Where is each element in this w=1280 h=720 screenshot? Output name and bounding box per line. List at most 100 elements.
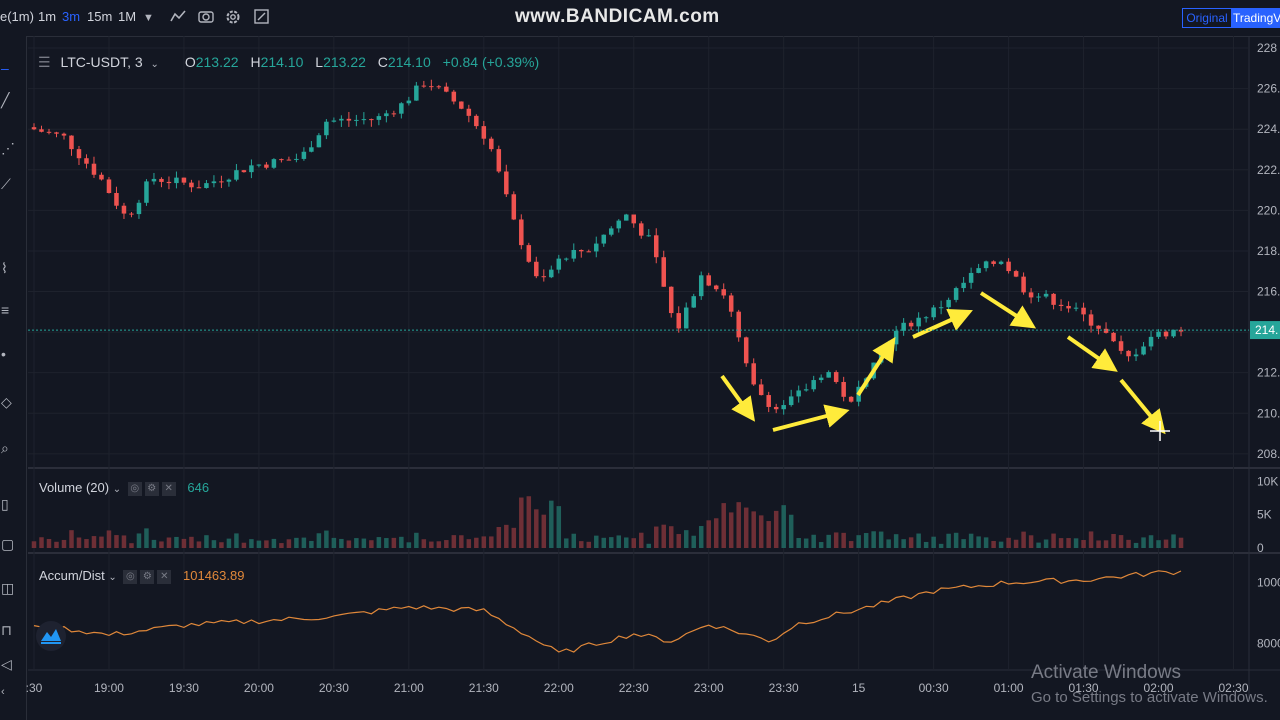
candle-body <box>294 158 299 160</box>
chevron-down-icon[interactable]: ▼ <box>143 12 154 24</box>
candle-body <box>1073 307 1079 309</box>
volume-bar <box>69 530 74 548</box>
gear-icon[interactable] <box>225 9 241 29</box>
eye-icon[interactable]: ◫ <box>1 580 15 596</box>
volume-label[interactable]: Volume (20) <box>39 480 110 495</box>
candle-body <box>841 381 846 397</box>
candle-body <box>564 258 569 260</box>
symbol-name[interactable]: LTC-USDT, 3 <box>60 54 143 70</box>
scale-original-button[interactable]: Original <box>1182 8 1232 28</box>
chevron-down-icon[interactable]: ⌄ <box>112 484 122 495</box>
volume-bar <box>121 535 127 548</box>
candle-body <box>249 165 254 173</box>
interval-1M-button[interactable]: 1M <box>118 9 137 24</box>
volume-bars <box>31 496 1184 548</box>
volume-bar <box>609 537 614 548</box>
volume-bar <box>721 503 726 548</box>
volume-bar <box>856 535 861 548</box>
volume-bar <box>84 539 89 548</box>
volume-bar <box>519 497 524 548</box>
candle-body <box>541 276 547 278</box>
volume-bar <box>968 533 974 548</box>
candle-body <box>429 86 434 88</box>
chevron-down-icon[interactable]: ⌄ <box>150 59 159 70</box>
chevron-down-icon[interactable]: ⌄ <box>108 572 117 583</box>
ruler-icon[interactable]: ◇ <box>1 394 12 410</box>
time-tick-label: 22:30 <box>619 681 649 695</box>
volume-bar <box>1096 540 1101 548</box>
pitchfork-icon[interactable]: ⟋ <box>1 176 11 192</box>
cursor-tool-icon[interactable]: – <box>1 60 9 76</box>
lock-icon[interactable]: ▢ <box>1 536 15 552</box>
volume-bar <box>354 538 359 548</box>
candle-body <box>159 178 164 182</box>
candle-body <box>129 213 134 215</box>
magnet-icon[interactable]: ▯ <box>1 496 9 512</box>
volume-bar <box>219 542 224 548</box>
candle-body <box>331 120 337 122</box>
open-value: 213.22 <box>195 54 239 70</box>
volume-bar <box>1141 537 1146 548</box>
tradingview-logo[interactable] <box>36 621 66 651</box>
candle-body <box>316 135 322 148</box>
interval-selector-cut[interactable]: e(1m) <box>0 9 34 24</box>
pattern-icon[interactable]: • <box>1 346 6 362</box>
visibility-icon[interactable]: ◎ <box>123 569 138 584</box>
candle-body <box>781 405 786 410</box>
candle-body <box>549 269 554 278</box>
trash-icon[interactable]: ⊓ <box>1 622 12 638</box>
legend-menu-icon[interactable]: ☰ <box>38 54 51 70</box>
volume-bar <box>1178 537 1184 548</box>
price-tick-label: 226. <box>1257 82 1280 96</box>
accum-dist-label[interactable]: Accum/Dist <box>39 568 105 583</box>
chart-grid <box>28 36 1280 700</box>
visibility-icon[interactable]: ◎ <box>127 481 142 496</box>
candle-body <box>706 275 711 286</box>
volume-bar <box>549 500 554 548</box>
settings-icon[interactable]: ⚙ <box>144 481 159 496</box>
chart-type-icon[interactable] <box>170 9 186 27</box>
collapse-icon[interactable]: ‹ <box>1 686 5 698</box>
interval-1m-button[interactable]: 1m <box>38 9 57 24</box>
candle-body <box>84 158 89 164</box>
volume-bar <box>114 535 119 548</box>
trend-line-icon[interactable]: ╱ <box>1 92 10 108</box>
candle-body <box>181 177 187 183</box>
volume-bar <box>991 540 996 548</box>
scale-tradingview-button[interactable]: TradingView <box>1232 8 1280 28</box>
candle-body <box>721 289 726 296</box>
candlestick-series <box>31 79 1184 415</box>
interval-3m-button[interactable]: 3m <box>62 9 81 24</box>
camera-icon[interactable] <box>198 9 214 27</box>
candle-body <box>751 363 756 385</box>
volume-bar <box>1073 538 1079 548</box>
close-icon[interactable]: ✕ <box>157 569 172 584</box>
brush-icon[interactable]: ⌇ <box>1 260 8 276</box>
candle-body <box>586 251 592 253</box>
candle-body <box>346 118 352 121</box>
hide-icon[interactable]: ◁ <box>1 656 12 672</box>
text-tool-icon[interactable]: ≡ <box>1 302 10 318</box>
volume-bar <box>1006 537 1011 548</box>
volume-bar <box>406 542 412 548</box>
volume-bar <box>399 536 404 548</box>
volume-bar <box>571 533 577 548</box>
volume-bar <box>901 539 906 548</box>
fullscreen-icon[interactable] <box>254 9 269 28</box>
time-tick-label: 21:30 <box>469 681 499 695</box>
fib-tool-icon[interactable]: ⋰ <box>1 140 15 156</box>
settings-icon[interactable]: ⚙ <box>140 569 155 584</box>
volume-bar <box>661 524 666 548</box>
volume-bar <box>691 535 696 548</box>
close-icon[interactable]: ✕ <box>161 481 176 496</box>
candle-body <box>1111 332 1116 342</box>
volume-bar <box>421 539 427 548</box>
interval-15m-button[interactable]: 15m <box>87 9 113 24</box>
zoom-icon[interactable]: ⌕ <box>1 440 9 456</box>
volume-bar <box>339 538 344 548</box>
volume-bar <box>234 533 239 548</box>
volume-bar <box>511 527 517 548</box>
annotation-arrows <box>720 291 1170 441</box>
candle-body <box>474 115 479 127</box>
